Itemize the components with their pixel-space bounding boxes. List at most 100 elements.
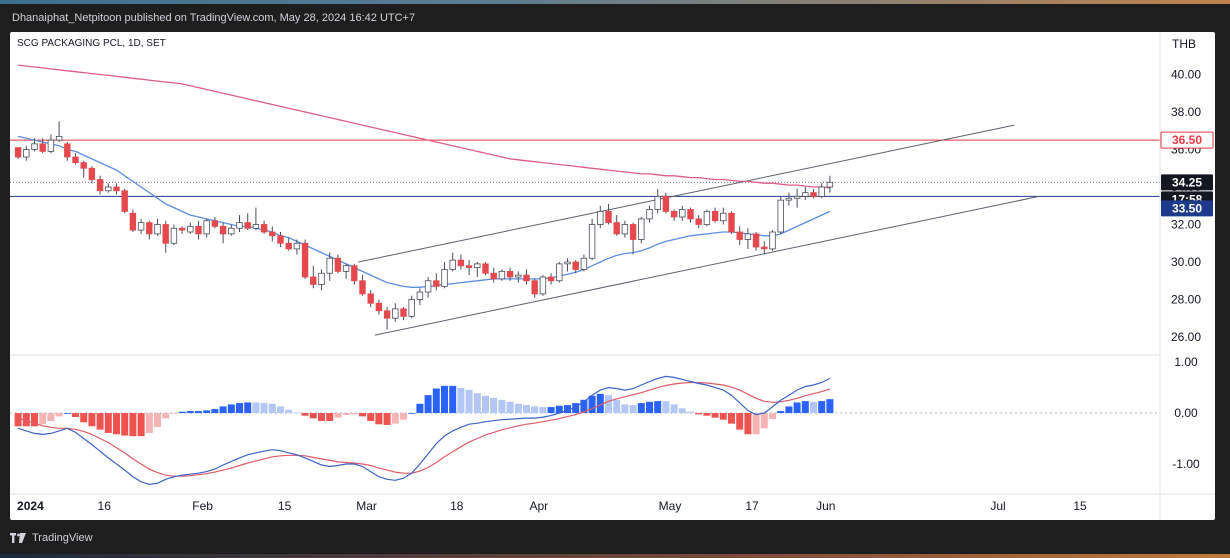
candle (55, 121, 63, 142)
price-tag: 36.50 (1160, 131, 1214, 149)
candle-body (556, 263, 563, 282)
chart-canvas[interactable]: 40.0038.0036.0034.0032.0030.0028.0026.00… (10, 32, 1215, 520)
macd-histogram-bar (637, 403, 645, 414)
candle-body (539, 276, 547, 295)
candle-body (23, 149, 30, 158)
candle-body (310, 276, 317, 285)
macd-histogram-bar (506, 401, 514, 414)
price-tag: 33.50 (1161, 200, 1213, 217)
macd-histogram-bar (400, 413, 407, 420)
macd-histogram-bar (424, 395, 432, 414)
candle-body (137, 222, 145, 231)
candle (269, 226, 276, 242)
candle (96, 175, 104, 195)
candle (441, 262, 448, 289)
time-tick-label: May (659, 499, 682, 513)
candle (531, 278, 538, 298)
candle-body (416, 291, 424, 300)
candle (244, 213, 251, 231)
candle (433, 273, 440, 291)
candle-body (629, 224, 637, 240)
macd-histogram-bar (654, 401, 662, 414)
candle-body (703, 210, 711, 225)
chart-panel[interactable]: 40.0038.0036.0034.0032.0030.0028.0026.00… (10, 32, 1215, 520)
candle-body (580, 257, 588, 270)
price-tick-label: 32.00 (1171, 218, 1201, 232)
candle (39, 138, 46, 154)
macd-histogram-bar (145, 413, 153, 433)
macd-histogram-bar (564, 405, 571, 414)
candle (785, 192, 793, 206)
candle-body (670, 210, 678, 218)
candle-body (802, 192, 809, 197)
candle-body (818, 186, 825, 197)
candle-body (121, 190, 128, 212)
price-tag-text: 36.50 (1172, 133, 1202, 147)
macd-tick-label: 0.00 (1174, 406, 1198, 420)
candle (752, 232, 760, 251)
candle-body (293, 242, 301, 250)
candle-body (785, 197, 793, 201)
time-tick-label: Jun (816, 499, 835, 513)
candle (818, 183, 825, 199)
macd-histogram-bar (793, 402, 801, 414)
candle (72, 153, 79, 165)
candle (515, 271, 522, 283)
macd-histogram-bar (104, 413, 112, 433)
candle-body (113, 186, 120, 192)
candle (310, 265, 317, 289)
candle (359, 275, 366, 296)
candle (14, 147, 22, 159)
candle (588, 218, 596, 261)
macd-histogram-bar (711, 413, 719, 418)
price-tag-box (1160, 131, 1214, 149)
macd-histogram-bar (523, 405, 530, 414)
macd-histogram-bar (490, 397, 498, 414)
macd-histogram-bar (752, 413, 760, 435)
candle-body (64, 143, 71, 158)
candle-body (383, 310, 391, 319)
macd-histogram-bar (449, 385, 457, 414)
candle (260, 220, 268, 234)
candle-body (564, 261, 571, 265)
macd-histogram-bar (113, 413, 120, 435)
candle (228, 224, 235, 236)
candle-body (638, 218, 645, 240)
price-tick-label: 26.00 (1171, 330, 1201, 344)
currency-label: THB (1172, 37, 1196, 51)
candle-body (39, 143, 46, 152)
macd-line (17, 375, 831, 486)
macd-histogram-bar (539, 407, 547, 414)
candle-body (211, 220, 219, 227)
macd-histogram-bar (96, 413, 104, 430)
candle (605, 203, 612, 225)
candle-body (342, 265, 350, 272)
candle (662, 192, 670, 214)
candle-body (679, 209, 686, 218)
macd-histogram-bar (129, 413, 137, 437)
candle (498, 269, 506, 281)
candle-body (720, 212, 727, 222)
candle-body (285, 242, 292, 250)
macd-histogram-bar (80, 413, 88, 423)
macd-histogram-bar (55, 413, 63, 417)
candle-body (367, 293, 374, 304)
macd-histogram-bar (186, 411, 194, 414)
macd-histogram-bar (260, 403, 268, 414)
candle (236, 215, 243, 232)
price-tag-box (1161, 200, 1213, 217)
top-gradient-bar (0, 0, 1230, 4)
price-tag-text: 34.25 (1172, 175, 1202, 189)
macd-histogram-bar (777, 411, 785, 414)
ma-long-line (18, 64, 830, 189)
footer-brand: TradingView (32, 532, 93, 544)
macd-histogram-bar (416, 403, 424, 414)
macd-histogram-bar (63, 413, 71, 414)
candle-body (777, 199, 784, 233)
macd-histogram-bar (473, 393, 481, 414)
candle (219, 222, 227, 244)
macd-histogram-bar (162, 413, 170, 419)
candle-body (47, 139, 55, 152)
candle-body (88, 167, 96, 180)
price-tick-label: 40.00 (1171, 68, 1201, 82)
